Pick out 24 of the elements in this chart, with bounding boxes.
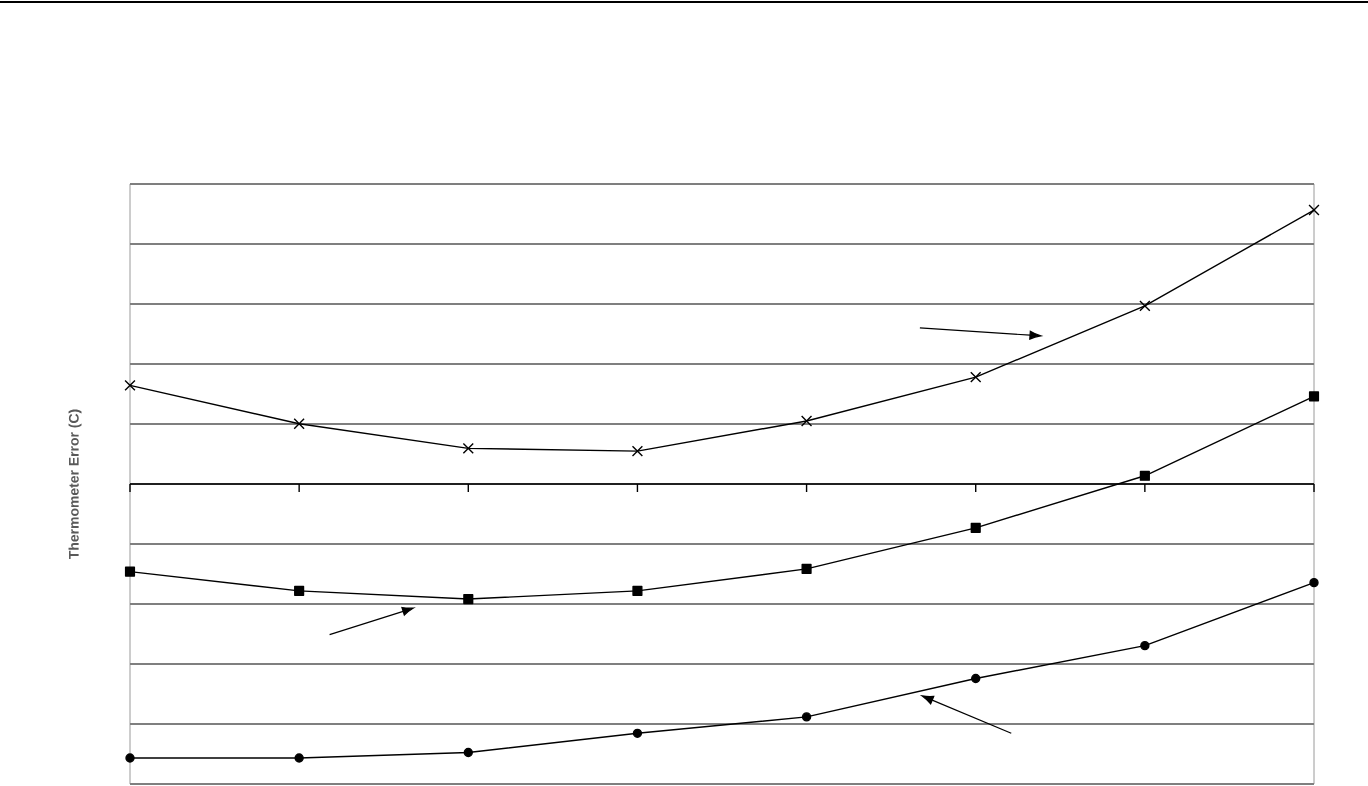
point — [125, 753, 135, 763]
point — [294, 585, 305, 596]
point — [631, 445, 644, 457]
point — [800, 415, 813, 427]
point — [632, 728, 643, 738]
point — [463, 593, 474, 605]
point — [1309, 577, 1319, 588]
point — [124, 379, 136, 391]
point — [463, 747, 473, 758]
point — [632, 585, 643, 596]
point — [970, 371, 982, 383]
point — [1139, 470, 1150, 481]
point — [294, 753, 304, 763]
point — [971, 673, 981, 684]
point — [801, 563, 812, 575]
point — [1308, 391, 1320, 402]
point — [293, 418, 305, 430]
point — [970, 522, 981, 533]
point — [124, 566, 136, 577]
point — [462, 442, 474, 455]
point — [1139, 300, 1151, 312]
point — [1140, 640, 1150, 651]
point — [801, 712, 812, 722]
point — [1308, 204, 1320, 216]
